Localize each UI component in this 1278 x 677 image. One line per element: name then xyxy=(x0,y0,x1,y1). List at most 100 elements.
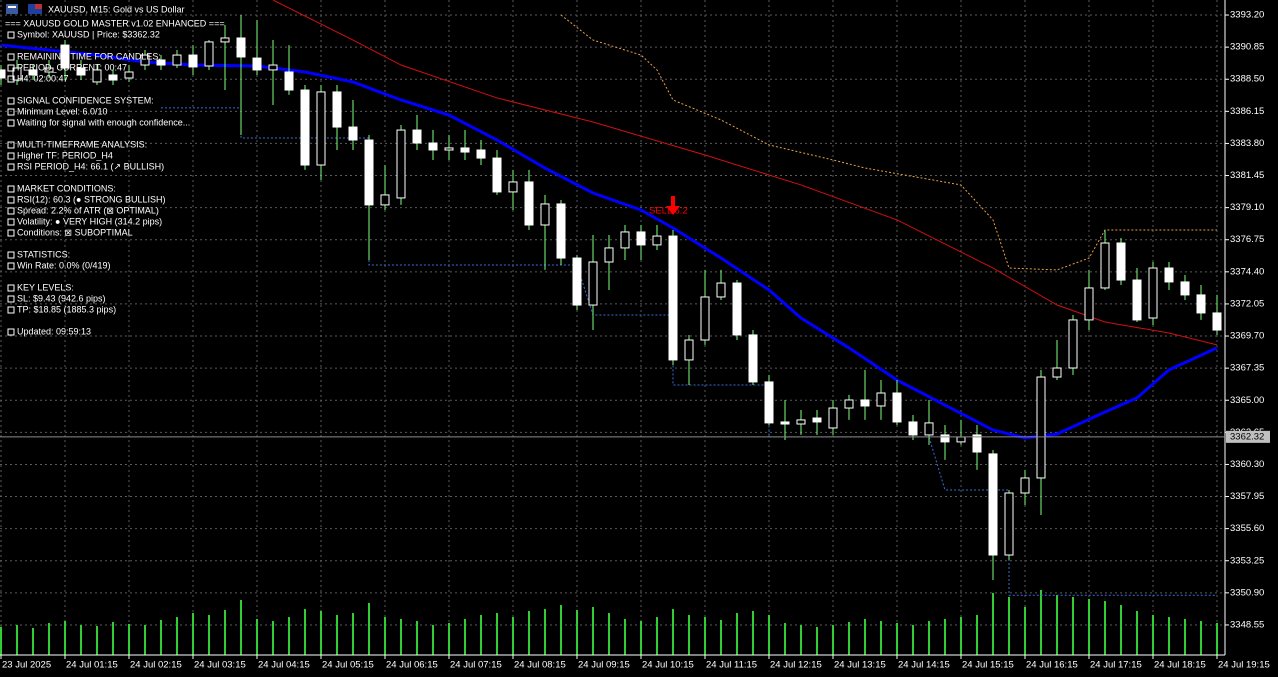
info-icon xyxy=(7,108,15,116)
volume-layer xyxy=(0,590,1218,655)
y-tick-label: 3376.75 xyxy=(1230,234,1264,245)
candle-body xyxy=(1212,312,1222,331)
candle-body xyxy=(236,37,246,58)
info-line: H4: 02:00:47 xyxy=(17,73,69,83)
y-tick-label: 3355.60 xyxy=(1230,523,1264,534)
candle-body xyxy=(204,41,214,67)
info-line: MARKET CONDITIONS: xyxy=(17,183,116,193)
candle-body xyxy=(332,91,342,128)
candle-body xyxy=(460,147,470,153)
x-tick-label: 24 Jul 04:15 xyxy=(258,660,310,671)
candle-body xyxy=(812,417,822,423)
info-icon xyxy=(7,328,15,336)
candle-body xyxy=(1132,279,1142,321)
candle-body xyxy=(1164,267,1174,283)
y-tick-label: 3372.05 xyxy=(1230,298,1264,309)
candle-body xyxy=(1100,242,1110,289)
candle-body xyxy=(0,69,6,79)
candle-body xyxy=(908,421,918,436)
candle-body xyxy=(60,44,70,69)
candle-body xyxy=(572,257,582,306)
x-tick-label: 24 Jul 08:15 xyxy=(514,660,566,671)
candle-body xyxy=(348,126,358,141)
y-tick-label: 3383.80 xyxy=(1230,138,1264,149)
info-icon xyxy=(7,295,15,303)
candle-body xyxy=(108,74,118,81)
candle-body xyxy=(300,89,310,166)
info-icon xyxy=(7,262,15,270)
x-tick-label: 24 Jul 12:15 xyxy=(770,660,822,671)
y-tick-label: 3390.85 xyxy=(1230,42,1264,53)
y-tick-label: 3388.50 xyxy=(1230,74,1264,85)
candle-body xyxy=(1004,492,1014,556)
candle-body xyxy=(940,434,950,443)
info-line: === XAUUSD GOLD MASTER v1.02 ENHANCED ==… xyxy=(5,18,225,28)
current-price-box xyxy=(1226,430,1270,443)
y-tick-label: 3360.30 xyxy=(1230,459,1264,470)
y-tick-label: 3369.70 xyxy=(1230,331,1264,342)
candle-body xyxy=(604,247,614,263)
candle-body xyxy=(92,69,102,83)
x-tick-label: 24 Jul 18:15 xyxy=(1154,660,1206,671)
candle-body xyxy=(476,149,486,159)
candle-layer xyxy=(0,15,1222,581)
indicator-line xyxy=(272,0,1218,346)
x-tick-label: 23 Jul 2025 xyxy=(2,660,51,671)
y-tick-label: 3348.55 xyxy=(1230,619,1264,630)
info-line: MULTI-TIMEFRAME ANALYSIS: xyxy=(17,139,147,149)
candle-body xyxy=(140,54,150,66)
info-line: Waiting for signal with enough confidenc… xyxy=(17,117,190,127)
info-icon xyxy=(7,306,15,314)
candle-body xyxy=(220,37,230,43)
candle-body xyxy=(828,407,838,429)
y-tick-label: 3374.40 xyxy=(1230,266,1264,277)
info-icon xyxy=(7,163,15,171)
candle-body xyxy=(444,147,454,151)
candle-body xyxy=(860,399,870,407)
candle-body xyxy=(1116,242,1126,281)
info-icon xyxy=(7,141,15,149)
x-tick-label: 24 Jul 05:15 xyxy=(322,660,374,671)
candle-body xyxy=(316,91,326,166)
current-price-label: 3362.32 xyxy=(1230,431,1264,442)
candle-body xyxy=(492,157,502,193)
x-tick-label: 24 Jul 16:15 xyxy=(1026,660,1078,671)
y-tick-label: 3379.10 xyxy=(1230,202,1264,213)
info-line: KEY LEVELS: xyxy=(17,282,74,292)
info-line: Spread: 2.2% of ATR (⊠ OPTIMAL) xyxy=(17,205,159,215)
candle-body xyxy=(988,453,998,556)
x-tick-label: 24 Jul 10:15 xyxy=(642,660,694,671)
candle-body xyxy=(284,71,294,91)
x-tick-label: 24 Jul 03:15 xyxy=(194,660,246,671)
info-icon xyxy=(7,284,15,292)
info-icon xyxy=(7,196,15,204)
x-tick-label: 24 Jul 15:15 xyxy=(962,660,1014,671)
candle-body xyxy=(156,59,166,66)
y-tick-label: 3386.15 xyxy=(1230,106,1264,117)
candle-body xyxy=(1084,287,1094,321)
candle-body xyxy=(732,282,742,336)
candle-body xyxy=(524,181,534,226)
candle-body xyxy=(748,334,758,383)
candle-body xyxy=(28,69,38,76)
candle-body xyxy=(12,67,22,81)
candle-body xyxy=(764,381,774,424)
candle-body xyxy=(780,421,790,425)
info-icon xyxy=(7,53,15,61)
info-line: RSI PERIOD_H4: 66.1 (↗ BULLISH) xyxy=(17,161,164,171)
x-tick-label: 24 Jul 06:15 xyxy=(386,660,438,671)
candle-body xyxy=(1036,376,1046,479)
candle-body xyxy=(876,392,886,407)
info-icon xyxy=(7,229,15,237)
info-icon xyxy=(7,97,15,105)
window-icon xyxy=(6,4,18,14)
y-tick-label: 3381.45 xyxy=(1230,170,1264,181)
info-icon xyxy=(7,64,15,72)
x-tick-label: 24 Jul 01:15 xyxy=(66,660,118,671)
info-line: STATISTICS: xyxy=(17,249,70,259)
candle-body xyxy=(716,282,726,298)
info-line: Updated: 09:59:13 xyxy=(17,326,91,336)
